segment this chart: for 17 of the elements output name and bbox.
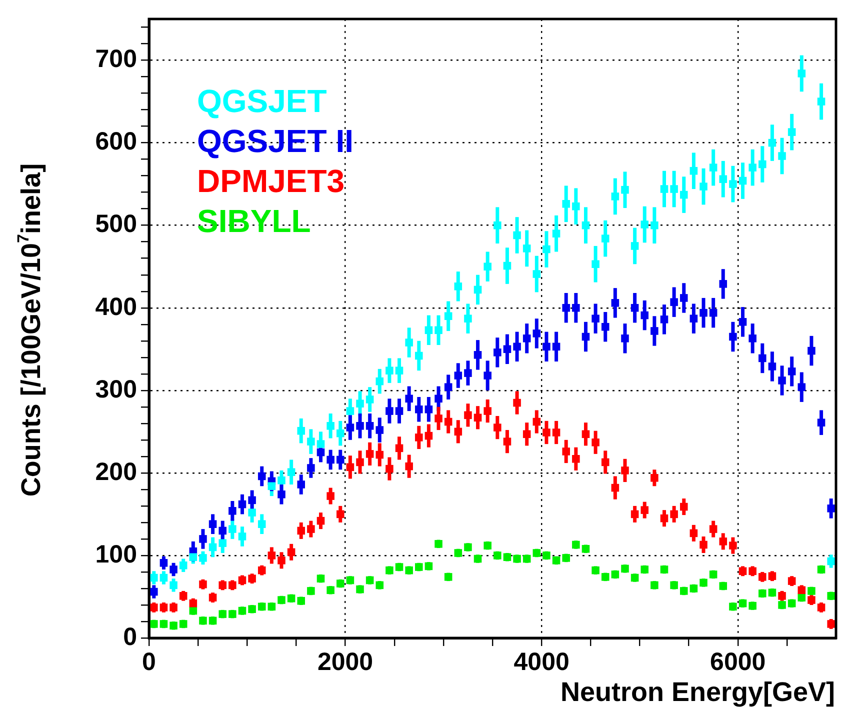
y-tick-label: 700 bbox=[95, 45, 137, 74]
y-tick-label: 500 bbox=[95, 210, 137, 238]
x-tick-label: 6000 bbox=[710, 648, 766, 676]
y-tick-label: 300 bbox=[95, 375, 137, 404]
text: DPMJET3 bbox=[197, 162, 345, 199]
x-tick-label: 0 bbox=[142, 648, 156, 676]
y-tick-label: 400 bbox=[95, 292, 137, 321]
text: QGSJET bbox=[197, 82, 328, 119]
y-tick-label: 0 bbox=[123, 622, 137, 651]
text: SIBYLL bbox=[197, 202, 311, 239]
y-tick-label: 200 bbox=[95, 458, 137, 486]
y-tick-label: 100 bbox=[95, 540, 137, 568]
y-tick-label: 600 bbox=[95, 128, 137, 156]
x-tick-label: 4000 bbox=[514, 648, 570, 676]
text: QGSJET II bbox=[197, 122, 354, 159]
x-axis-title: Neutron Energy[GeV] bbox=[560, 677, 835, 708]
x-tick-label: 2000 bbox=[317, 648, 374, 676]
